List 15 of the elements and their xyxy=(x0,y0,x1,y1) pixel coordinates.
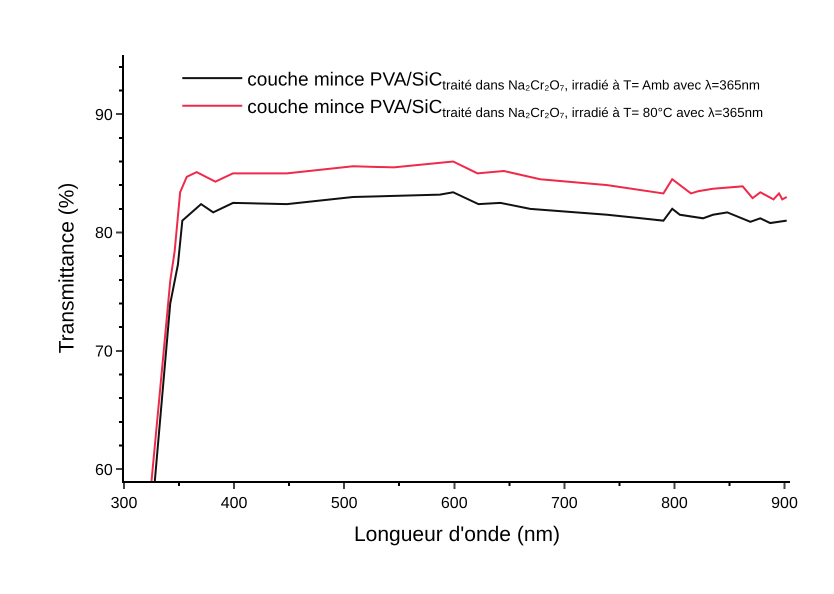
x-tick-label: 900 xyxy=(771,495,798,512)
x-tick-label: 600 xyxy=(440,495,468,512)
legend-label: couche mince PVA/SiC$_{traité dans Na₂Cr₂O₇, irradié à T= 80°C avec λ=365nm}$ xyxy=(247,97,764,120)
x-tick-label: 700 xyxy=(550,495,578,512)
legend-label: couche mince PVA/SiC$_{traité dans Na₂Cr₂O₇, irradié à T= Amb avec λ=365nm}$ xyxy=(247,70,760,93)
x-tick-label: 300 xyxy=(110,495,138,512)
x-tick-label: 800 xyxy=(661,495,688,512)
x-axis-title: Longueur d'onde (nm) xyxy=(354,522,560,546)
y-tick-label: 60 xyxy=(95,462,113,479)
y-tick-label: 80 xyxy=(95,225,113,242)
x-tick-label: 400 xyxy=(220,495,248,512)
y-axis-title: Transmittance (%) xyxy=(56,182,79,354)
y-tick-label: 70 xyxy=(95,343,113,360)
y-tick-label: 90 xyxy=(95,106,113,124)
x-tick-label: 500 xyxy=(330,495,358,512)
